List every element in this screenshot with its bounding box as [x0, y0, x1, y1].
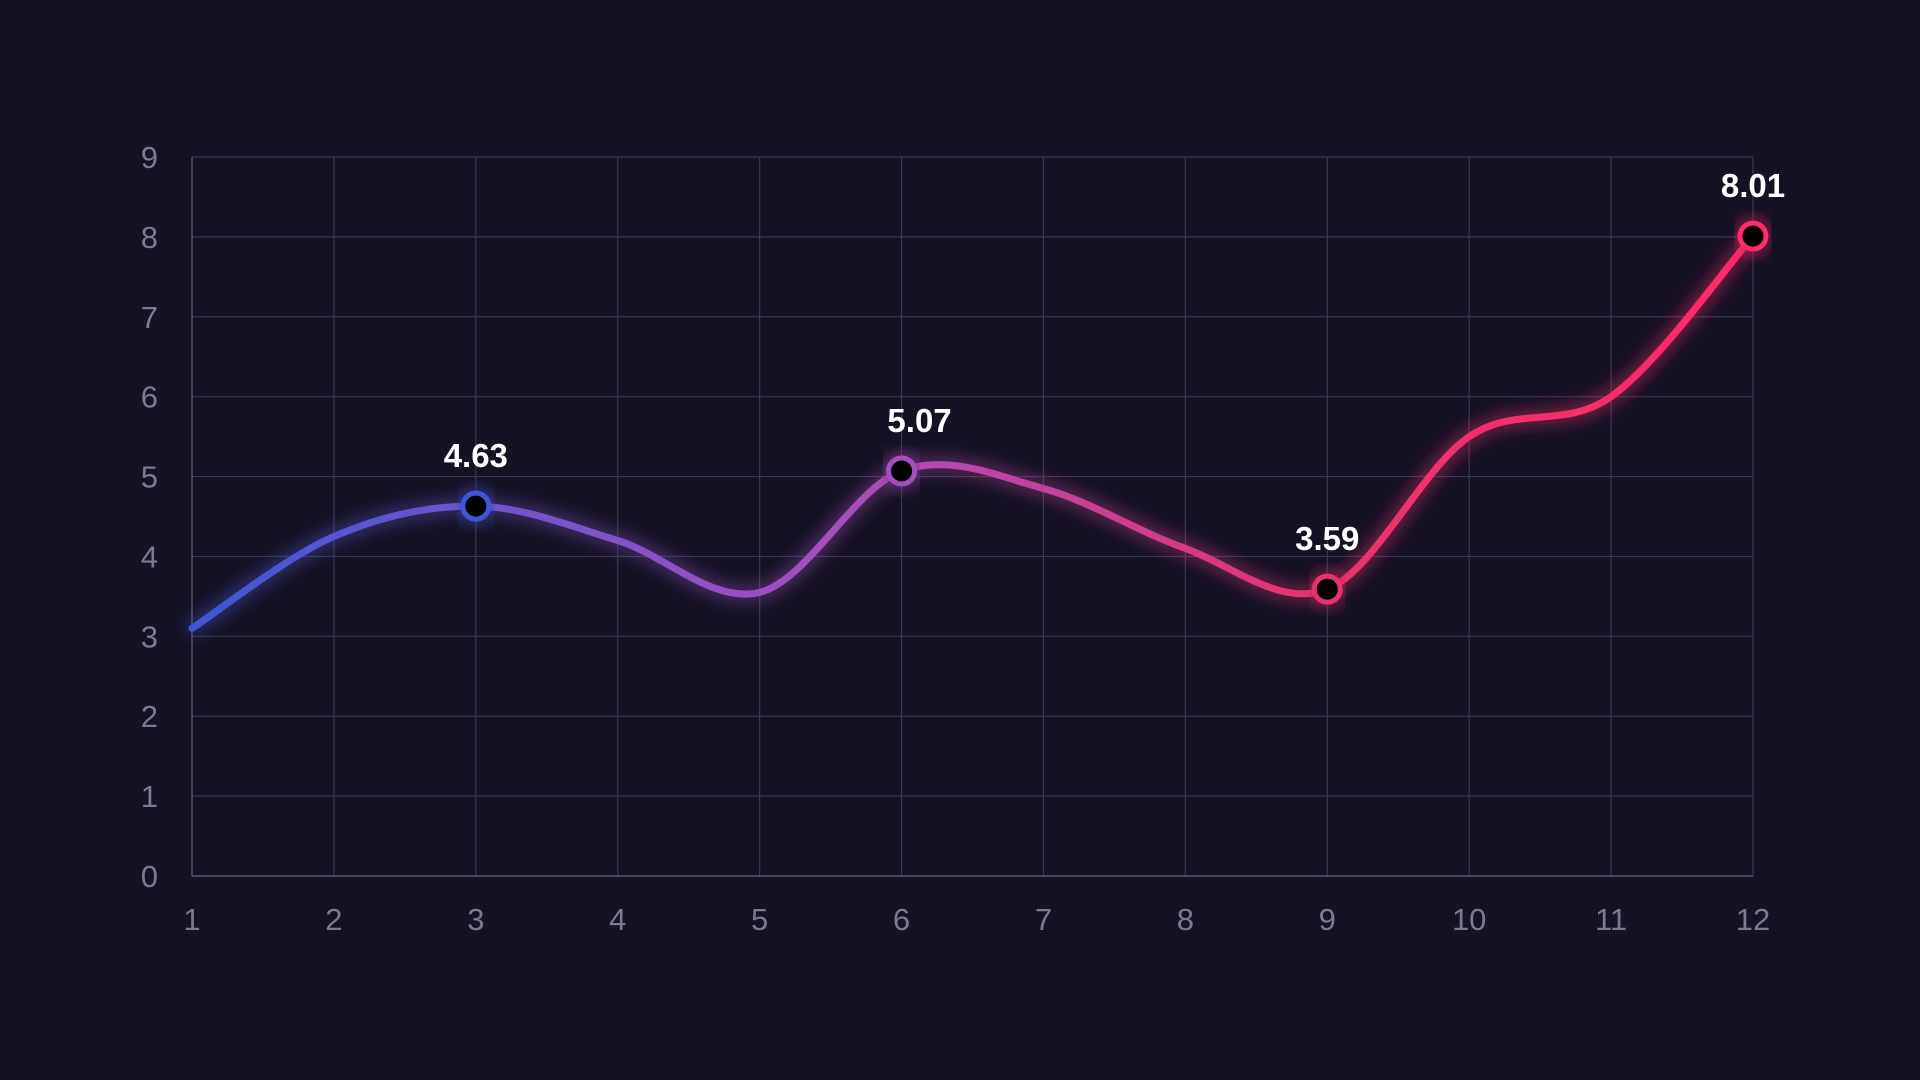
y-tick-label: 8 [141, 220, 158, 255]
y-tick-label: 3 [141, 619, 158, 654]
x-tick-label: 6 [893, 902, 910, 937]
x-tick-label: 10 [1452, 902, 1486, 937]
data-label: 3.59 [1295, 520, 1359, 557]
x-tick-label: 9 [1319, 902, 1336, 937]
x-tick-label: 3 [467, 902, 484, 937]
y-tick-label: 5 [141, 460, 158, 495]
x-tick-label: 2 [325, 902, 342, 937]
series-line-group [188, 232, 1757, 632]
x-tick-label: 1 [183, 902, 200, 937]
data-label: 4.63 [444, 437, 508, 474]
y-tick-label: 0 [141, 859, 158, 894]
x-tick-label: 7 [1035, 902, 1052, 937]
y-tick-label: 6 [141, 380, 158, 415]
y-tick-label: 7 [141, 300, 158, 335]
data-point-marker [886, 455, 918, 487]
data-label: 5.07 [887, 402, 951, 439]
markers [460, 220, 1769, 605]
y-tick-label: 2 [141, 699, 158, 734]
axes [191, 157, 1753, 877]
x-tick-label: 11 [1595, 902, 1627, 937]
x-tick-label: 5 [751, 902, 768, 937]
y-tick-label: 9 [141, 140, 158, 175]
x-tick-label: 8 [1177, 902, 1194, 937]
grid [192, 156, 1754, 876]
data-labels: 4.63 5.07 3.59 8.01 [444, 167, 1785, 557]
data-point-marker [1737, 220, 1769, 252]
y-tick-label: 1 [141, 779, 158, 814]
data-point-marker [1311, 573, 1343, 605]
x-tick-label: 12 [1736, 902, 1770, 937]
data-label: 8.01 [1721, 167, 1785, 204]
data-point-marker [460, 490, 492, 522]
x-tick-label: 4 [609, 902, 626, 937]
series-line [188, 232, 1757, 632]
y-tick-label: 4 [141, 539, 158, 574]
